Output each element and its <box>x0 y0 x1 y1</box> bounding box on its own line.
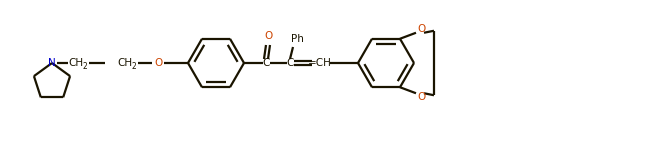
Text: O: O <box>154 58 162 68</box>
Text: N: N <box>48 58 56 68</box>
Text: 2: 2 <box>132 62 136 71</box>
Text: Ph: Ph <box>291 34 304 44</box>
Text: C: C <box>262 58 270 68</box>
Text: O: O <box>264 31 272 41</box>
Text: C: C <box>286 58 294 68</box>
Text: =CH: =CH <box>308 58 332 68</box>
Text: O: O <box>417 92 425 102</box>
Text: 2: 2 <box>82 62 88 71</box>
Text: CH: CH <box>117 58 132 68</box>
Text: CH: CH <box>68 58 84 68</box>
Text: O: O <box>417 24 425 34</box>
